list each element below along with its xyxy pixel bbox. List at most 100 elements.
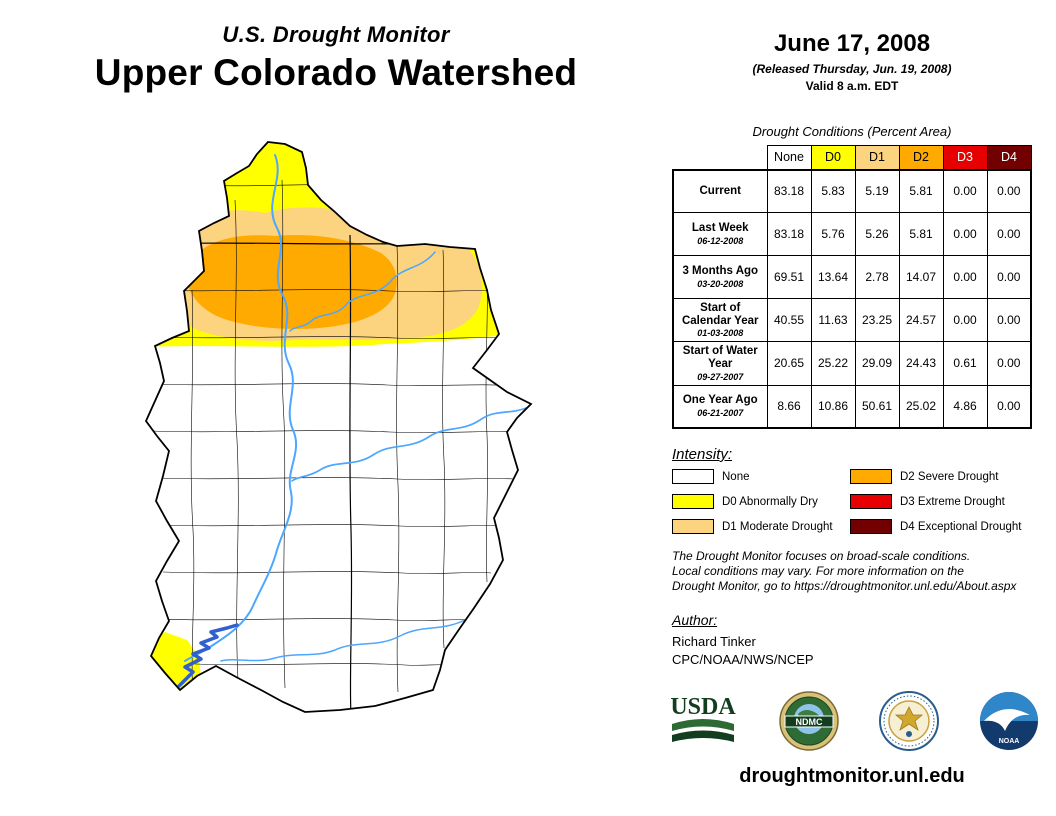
watershed-map [144, 141, 533, 713]
usda-logo: USDA [670, 694, 736, 742]
table-header-row: None D0 D1 D2 D3 D4 [673, 145, 1032, 170]
value-cell: 50.61 [854, 384, 900, 429]
disclaimer-line: Drought Monitor, go to https://droughtmo… [672, 579, 1017, 593]
legend-item: D2 Severe Drought [850, 469, 1021, 484]
value-cell: 0.00 [986, 297, 1032, 343]
value-cell: 23.25 [854, 297, 900, 343]
value-cell: 29.09 [854, 341, 900, 386]
conditions-table-body: Current 83.18 5.83 5.19 5.81 0.00 0.00 Last Wee… [672, 169, 1032, 429]
value-cell: 24.57 [898, 297, 944, 343]
column-header-d1: D1 [854, 145, 900, 170]
d2-drought-area [186, 234, 397, 329]
row-label: Last Week 06-12-2008 [672, 212, 768, 256]
legend-label: None [722, 470, 750, 483]
watershed-outline [144, 141, 533, 713]
value-cell: 5.76 [810, 212, 856, 256]
noaa-logo: NOAA [980, 692, 1038, 750]
legend-label: D0 Abnormally Dry [722, 495, 818, 508]
watershed-title: Upper Colorado Watershed [94, 52, 578, 93]
legend-item: None [672, 469, 850, 484]
value-cell: 5.19 [854, 169, 900, 213]
noaa-text: NOAA [999, 738, 1020, 745]
row-label: 3 Months Ago 03-20-2008 [672, 255, 768, 299]
value-cell: 40.55 [766, 297, 812, 343]
disclaimer-line: The Drought Monitor focuses on broad-sca… [672, 549, 971, 563]
doc-emblem-icon [894, 706, 924, 731]
legend-item: D3 Extreme Drought [850, 494, 1021, 509]
legend-item: D0 Abnormally Dry [672, 494, 850, 509]
value-cell: 0.61 [942, 341, 988, 386]
ndmc-banner-icon [784, 715, 834, 728]
map-date: June 17, 2008 [773, 30, 931, 57]
ndmc-logo: NDMC [779, 691, 839, 751]
legend-item: D4 Exceptional Drought [850, 519, 1021, 534]
column-header-d0: D0 [810, 145, 856, 170]
legend-label: D2 Severe Drought [900, 470, 999, 483]
legend-items: None D0 Abnormally Dry D1 Moderate Drought… [672, 469, 1021, 534]
column-header-d3: D3 [942, 145, 988, 170]
value-cell: 11.63 [810, 297, 856, 343]
usda-text: USDA [670, 694, 736, 720]
legend-item: D1 Moderate Drought [672, 519, 850, 534]
released-date: (Released Thursday, Jun. 19, 2008) [752, 62, 952, 76]
table-row: Current 83.18 5.83 5.19 5.81 0.00 0.00 [672, 169, 1032, 213]
value-cell: 5.81 [898, 169, 944, 213]
noaa-bird-icon [984, 709, 1030, 731]
date-block: June 17, 2008 (Released Thursday, Jun. 1… [664, 30, 1040, 93]
legend-label: D4 Exceptional Drought [900, 520, 1022, 533]
legend-swatch [850, 469, 892, 484]
san-juan-river [220, 619, 466, 662]
table-corner-cell [673, 145, 767, 170]
value-cell: 2.78 [854, 255, 900, 299]
author-name: Richard Tinker [672, 634, 756, 649]
disclaimer: The Drought Monitor focuses on broad-sca… [672, 549, 1040, 594]
table-row: Start of Water Year 09-27-2007 20.65 25.22 2… [672, 341, 1032, 386]
table-row: Start of Calendar Year 01-03-2008 40.55 11.… [672, 297, 1032, 343]
site-url: droughtmonitor.unl.edu [739, 765, 965, 787]
usdm-supertitle: U.S. Drought Monitor [222, 22, 450, 47]
legend-swatch [672, 494, 714, 509]
table-row: 3 Months Ago 03-20-2008 69.51 13.64 2.78 14.0… [672, 255, 1032, 299]
legend-swatch [850, 494, 892, 509]
value-cell: 0.00 [942, 212, 988, 256]
table-row: One Year Ago 06-21-2007 8.66 10.86 50.61 25.0… [672, 384, 1032, 429]
value-cell: 13.64 [810, 255, 856, 299]
valid-time: Valid 8 a.m. EDT [805, 79, 899, 93]
conditions-table: None D0 D1 D2 D3 D4 Current 83.18 5.83 5.19 5.81 0… [672, 145, 1032, 429]
value-cell: 24.43 [898, 341, 944, 386]
value-cell: 0.00 [986, 255, 1032, 299]
green-colorado-river [184, 154, 298, 662]
value-cell: 69.51 [766, 255, 812, 299]
value-cell: 0.00 [942, 297, 988, 343]
legend-title: Intensity: [672, 446, 733, 463]
lake-powell-reach [177, 623, 239, 688]
row-label: One Year Ago 06-21-2007 [672, 384, 768, 429]
value-cell: 0.00 [942, 255, 988, 299]
map-container [135, 140, 535, 725]
author-heading: Author: [672, 612, 718, 628]
value-cell: 0.00 [986, 384, 1032, 429]
rivers [177, 154, 531, 688]
legend-swatch [850, 519, 892, 534]
column-header-none: None [766, 145, 812, 170]
logo-row: USDA NDMC NOAA [666, 690, 1040, 752]
value-cell: 25.02 [898, 384, 944, 429]
map-title-block: U.S. Drought Monitor Upper Colorado Wate… [0, 22, 672, 94]
table-row: Last Week 06-12-2008 83.18 5.76 5.26 5.81 0.00… [672, 212, 1032, 256]
usda-field-swoosh2-icon [672, 730, 734, 742]
column-header-d2: D2 [898, 145, 944, 170]
value-cell: 5.83 [810, 169, 856, 213]
value-cell: 0.00 [942, 169, 988, 213]
ndmc-text: NDMC [796, 717, 823, 727]
legend-swatch [672, 469, 714, 484]
value-cell: 5.26 [854, 212, 900, 256]
yampa-river [289, 251, 436, 332]
value-cell: 8.66 [766, 384, 812, 429]
legend-label: D1 Moderate Drought [722, 520, 833, 533]
disclaimer-line: Local conditions may vary. For more info… [672, 564, 964, 578]
value-cell: 5.81 [898, 212, 944, 256]
value-cell: 0.00 [986, 212, 1032, 256]
value-cell: 0.00 [986, 341, 1032, 386]
value-cell: 10.86 [810, 384, 856, 429]
row-label: Current [672, 169, 768, 213]
